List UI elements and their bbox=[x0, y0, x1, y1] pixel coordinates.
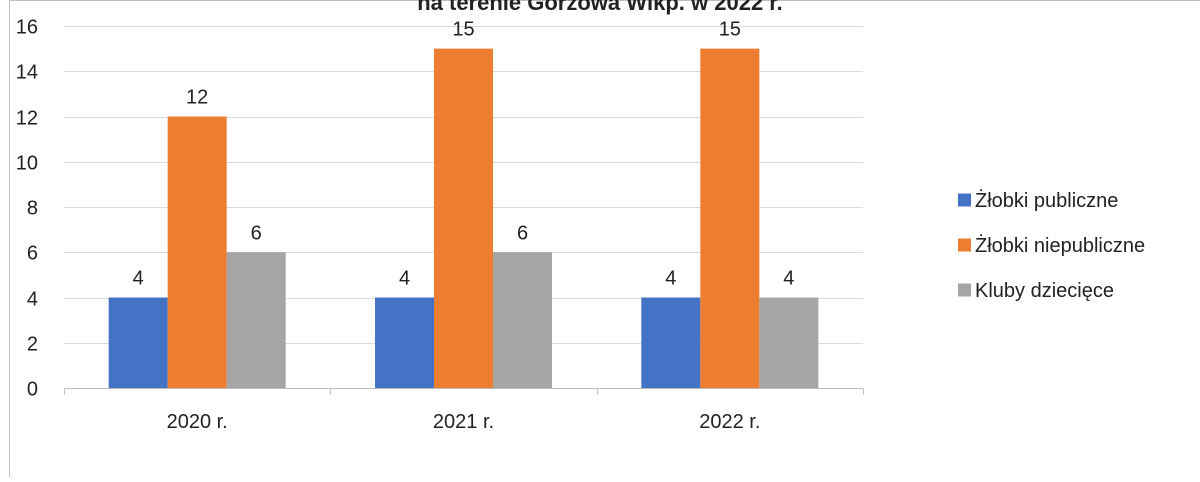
x-tick-label: 2021 r. bbox=[433, 411, 494, 433]
legend-label: Żłobki publiczne bbox=[975, 189, 1118, 212]
data-label: 6 bbox=[251, 222, 262, 244]
bar bbox=[167, 116, 227, 388]
y-tick-label: 6 bbox=[27, 243, 38, 265]
data-label: 4 bbox=[133, 268, 144, 290]
bar bbox=[108, 297, 168, 388]
bar bbox=[493, 252, 552, 388]
y-tick-label: 2 bbox=[27, 334, 38, 356]
data-label: 4 bbox=[783, 268, 794, 290]
x-tick-label: 2022 r. bbox=[699, 411, 760, 433]
data-label: 4 bbox=[665, 268, 676, 290]
data-label: 15 bbox=[452, 19, 474, 41]
legend-swatch bbox=[958, 283, 971, 297]
legend-label: Żłobki niepubliczne bbox=[975, 234, 1145, 257]
bar bbox=[759, 297, 819, 388]
y-tick-label: 14 bbox=[16, 62, 38, 84]
x-tick-label: 2020 r. bbox=[167, 411, 228, 433]
data-labels: 4 12 6 4 15 6 4 15 4 bbox=[133, 19, 795, 290]
y-tick-label: 8 bbox=[27, 198, 38, 220]
data-label: 6 bbox=[517, 222, 528, 244]
bar bbox=[226, 252, 286, 388]
y-tick-label: 10 bbox=[16, 153, 38, 175]
axes: 0 2 4 6 8 10 12 14 16 2020 r. 2021 r. 2022 r. bbox=[16, 17, 864, 433]
data-label: 4 bbox=[399, 268, 410, 290]
legend-swatch bbox=[958, 238, 971, 252]
bar bbox=[700, 48, 760, 388]
bar bbox=[641, 297, 701, 388]
bar bbox=[375, 297, 434, 388]
y-tick-label: 16 bbox=[16, 17, 38, 39]
y-tick-label: 4 bbox=[27, 289, 38, 311]
data-label: 12 bbox=[186, 87, 208, 109]
chart-title: na terenie Gorzowa Wlkp. w 2022 r. bbox=[417, 0, 783, 15]
bar bbox=[434, 48, 493, 388]
legend-swatch bbox=[958, 193, 971, 207]
y-tick-label: 0 bbox=[27, 379, 38, 401]
legend: Żłobki publiczne Żłobki niepubliczne Kluby… bbox=[958, 189, 1145, 302]
bars bbox=[108, 48, 819, 388]
y-tick-label: 12 bbox=[16, 108, 38, 130]
legend-label: Kluby dziecięce bbox=[975, 280, 1114, 302]
data-label: 15 bbox=[719, 19, 741, 41]
